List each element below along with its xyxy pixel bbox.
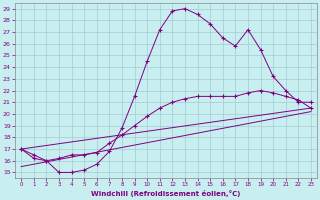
X-axis label: Windchill (Refroidissement éolien,°C): Windchill (Refroidissement éolien,°C) <box>92 190 241 197</box>
